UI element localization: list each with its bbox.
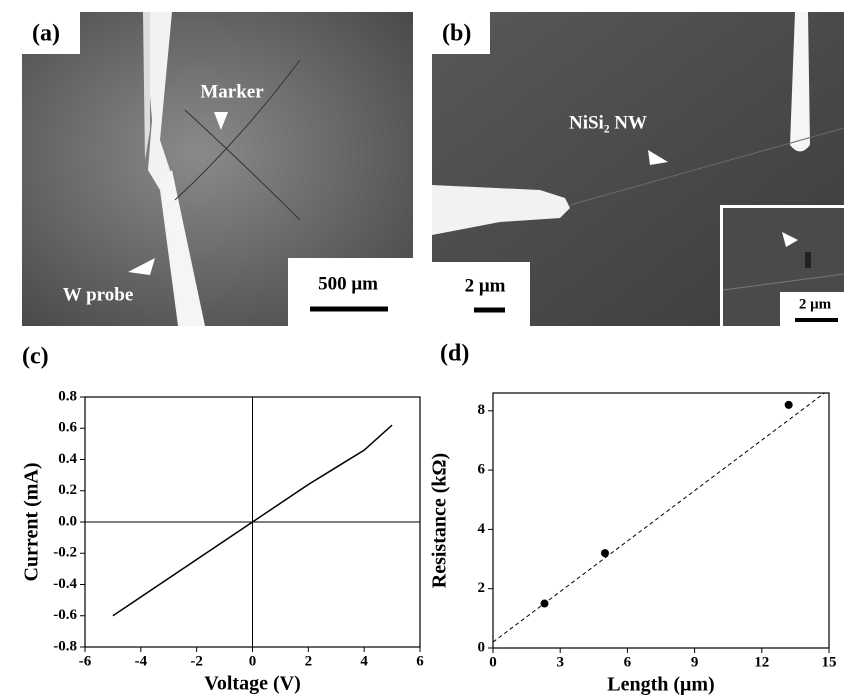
- y-tick-label: -0.2: [53, 545, 77, 561]
- y-tick-label: 0.2: [58, 482, 77, 498]
- sem-image-b: (b) NiSi₂ NW 2 μm 2 μm: [432, 12, 844, 326]
- plot-frame: [493, 393, 829, 648]
- y-tick-label: -0.4: [53, 576, 77, 592]
- data-point: [601, 549, 609, 557]
- y-tick-label: 0.4: [58, 451, 77, 467]
- y-tick-label: 2: [478, 580, 486, 596]
- y-axis-title: Resistance (kΩ): [429, 453, 451, 588]
- x-tick-label: 0: [489, 654, 497, 670]
- figure-canvas: (a) Marker W probe 500 μm (b) NiSi₂ NW 2…: [0, 0, 844, 698]
- x-axis-title: Length (μm): [607, 674, 714, 696]
- x-tick-label: 15: [822, 654, 837, 670]
- y-tick-label: -0.6: [53, 607, 77, 623]
- x-tick-label: 4: [360, 653, 368, 669]
- y-tick-label: 0.6: [58, 420, 77, 436]
- scale-bar-label: 2 μm: [465, 275, 506, 296]
- data-point: [541, 600, 549, 608]
- y-axis-title: Current (mA): [21, 462, 43, 581]
- inset-scale-bar-label: 2 μm: [799, 296, 832, 312]
- scale-bar-label: 500 μm: [318, 273, 378, 294]
- panel-label: (a): [32, 21, 60, 47]
- y-tick-label: 0: [478, 639, 486, 655]
- data-point: [785, 401, 793, 409]
- panel-label: (d): [440, 341, 469, 367]
- annotation: NiSi₂ NW: [569, 112, 647, 133]
- sem-image-a: (a) Marker W probe 500 μm: [22, 12, 413, 326]
- panel-label: (c): [22, 344, 49, 370]
- x-tick-label: -6: [79, 653, 92, 669]
- x-tick-label: -2: [190, 653, 203, 669]
- x-tick-label: 6: [624, 654, 632, 670]
- annotation: W probe: [63, 284, 134, 305]
- y-tick-label: 0.8: [58, 388, 77, 404]
- x-tick-label: -4: [135, 653, 148, 669]
- annotation: Marker: [200, 81, 264, 102]
- x-tick-label: 3: [556, 654, 564, 670]
- panel-label: (b): [442, 21, 471, 47]
- y-tick-label: -0.8: [53, 638, 77, 654]
- y-tick-label: 4: [478, 521, 486, 537]
- x-tick-label: 6: [416, 653, 424, 669]
- x-tick-label: 9: [691, 654, 699, 670]
- x-tick-label: 12: [754, 654, 769, 670]
- x-axis-title: Voltage (V): [204, 673, 300, 695]
- y-tick-label: 0.0: [58, 513, 77, 529]
- figure: (a) Marker W probe 500 μm (b) NiSi₂ NW 2…: [0, 0, 844, 698]
- y-tick-label: 8: [478, 402, 486, 418]
- x-tick-label: 0: [249, 653, 257, 669]
- x-tick-label: 2: [305, 653, 313, 669]
- y-tick-label: 6: [478, 462, 486, 478]
